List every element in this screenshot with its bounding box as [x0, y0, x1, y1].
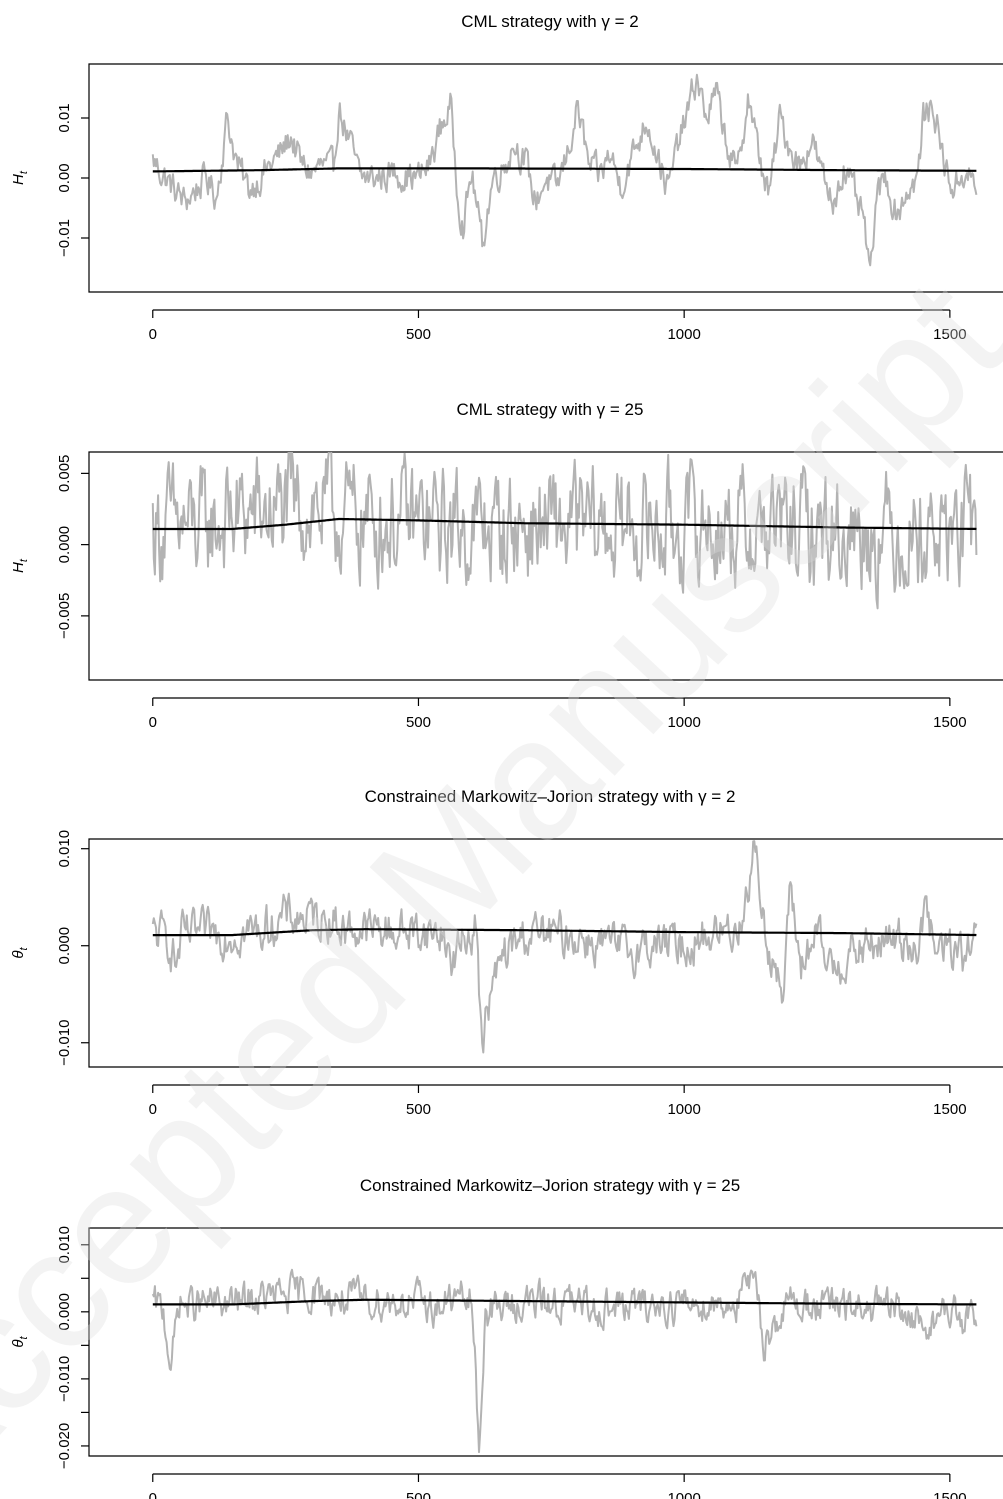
y-tick-label: 0.000 — [56, 927, 73, 965]
x-tick-label: 1000 — [667, 1490, 700, 1499]
x-tick-label: 1500 — [933, 1101, 966, 1118]
plot-frame — [88, 451, 1003, 681]
y-tick-label: −0.005 — [56, 593, 73, 639]
chart-title: CML strategy with γ = 25 — [457, 400, 644, 419]
y-axis-label: Ht — [10, 558, 30, 573]
chart-panel-3: Constrained Markowitz–Jorion strategy wi… — [10, 787, 1003, 1118]
x-tick-label: 0 — [149, 1101, 157, 1118]
x-tick-label: 1000 — [667, 326, 700, 343]
x-tick-label: 1500 — [933, 1490, 966, 1499]
y-tick-label: −0.020 — [56, 1423, 73, 1469]
y-axis-label-subscript: t — [18, 170, 30, 174]
y-axis-label-main: H — [10, 174, 27, 185]
x-tick-label: 0 — [149, 714, 157, 731]
y-tick-label: 0.010 — [56, 830, 73, 868]
chart-panel-2: CML strategy with γ = 25 0 500 1000 1500 0.00… — [10, 400, 1003, 731]
y-axis-label: θt — [10, 1335, 30, 1347]
chart-panel-4: Constrained Markowitz–Jorion strategy wi… — [10, 1176, 1003, 1499]
y-tick-label: 0.01 — [56, 103, 73, 132]
plot-frame — [88, 1227, 1003, 1457]
x-tick-label: 500 — [406, 714, 431, 731]
y-axis-label-subscript: t — [18, 1335, 30, 1339]
series-line-noisy — [151, 840, 978, 1054]
y-tick-label: −0.010 — [56, 1020, 73, 1066]
y-tick-label: 0.000 — [56, 1293, 73, 1331]
series-line-noisy — [151, 452, 978, 610]
y-axis-label-subscript: t — [18, 946, 30, 950]
x-tick-label: 500 — [406, 1490, 431, 1499]
y-tick-label: 0.010 — [56, 1226, 73, 1264]
series-line-smooth — [152, 517, 977, 531]
y-axis-label: θt — [10, 946, 30, 958]
y-axis-label: Ht — [10, 170, 30, 185]
y-axis-label-main: θ — [10, 1339, 27, 1347]
series-line-smooth — [152, 1298, 977, 1306]
y-tick-label: 0.000 — [56, 526, 73, 564]
x-tick-label: 0 — [149, 326, 157, 343]
chart-title: Constrained Markowitz–Jorion strategy wi… — [360, 1176, 740, 1195]
series-line-noisy — [151, 73, 978, 267]
y-axis-label-main: θ — [10, 950, 27, 958]
y-tick-label: 0.00 — [56, 163, 73, 192]
chart-panel-1: CML strategy with γ = 2 0 500 1000 1500 0.01 0… — [10, 12, 1003, 343]
y-tick-label: −0.010 — [56, 1356, 73, 1402]
y-axis-label-main: H — [10, 562, 27, 573]
plot-frame — [88, 838, 1003, 1068]
y-tick-label: 0.005 — [56, 455, 73, 493]
y-axis-label-subscript: t — [18, 558, 30, 562]
x-tick-label: 1000 — [667, 1101, 700, 1118]
x-tick-label: 500 — [406, 326, 431, 343]
x-tick-label: 500 — [406, 1101, 431, 1118]
x-tick-label: 0 — [149, 1490, 157, 1499]
series-line-smooth — [152, 167, 977, 173]
chart-title: CML strategy with γ = 2 — [461, 12, 638, 31]
series-line-smooth — [152, 928, 977, 937]
x-tick-label: 1500 — [933, 714, 966, 731]
x-tick-label: 1000 — [667, 714, 700, 731]
y-tick-label: −0.01 — [56, 219, 73, 257]
series-line-noisy — [151, 1268, 978, 1454]
x-tick-label: 1500 — [933, 326, 966, 343]
chart-title: Constrained Markowitz–Jorion strategy wi… — [365, 787, 736, 806]
